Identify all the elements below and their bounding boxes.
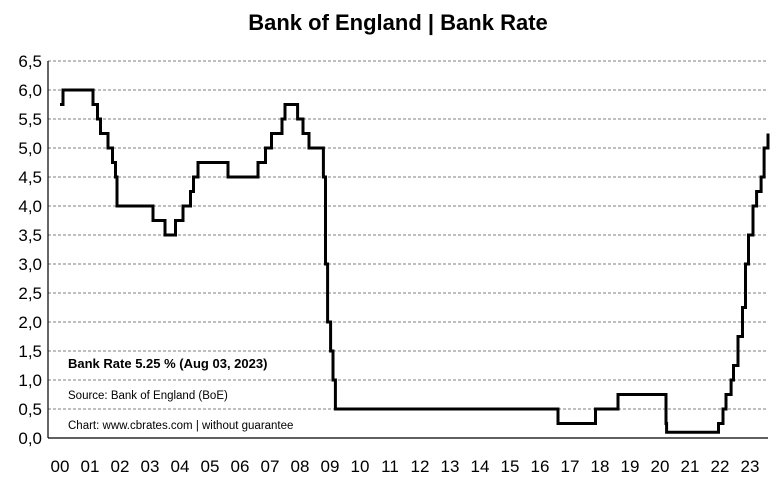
- y-tick-label: 4,0: [18, 197, 42, 216]
- x-tick-label: 17: [561, 457, 580, 476]
- x-tick-label: 23: [741, 457, 760, 476]
- x-tick-label: 19: [621, 457, 640, 476]
- x-tick-label: 09: [321, 457, 340, 476]
- bank-rate-series-line: [60, 88, 770, 434]
- y-tick-label: 1,5: [18, 342, 42, 361]
- y-tick-label: 3,0: [18, 255, 42, 274]
- x-tick-label: 01: [81, 457, 100, 476]
- y-tick-label: 6,5: [18, 52, 42, 71]
- y-tick-label: 1,0: [18, 371, 42, 390]
- y-axis-ticks: 0,0 0,5 1,0 1,5 2,0 2,5 3,0 3,5 4,0 4,5 5,0 5,5 6,0 6…: [18, 52, 42, 448]
- x-tick-label: 04: [171, 457, 190, 476]
- x-tick-label: 03: [141, 457, 160, 476]
- y-tick-label: 0,0: [18, 429, 42, 448]
- grid-lines: [48, 60, 768, 410]
- x-tick-label: 07: [261, 457, 280, 476]
- y-tick-label: 5,5: [18, 110, 42, 129]
- x-tick-label: 11: [381, 457, 399, 476]
- x-tick-label: 06: [231, 457, 250, 476]
- x-tick-label: 18: [591, 457, 610, 476]
- x-tick-label: 12: [411, 457, 430, 476]
- x-tick-label: 08: [291, 457, 310, 476]
- x-tick-label: 20: [651, 457, 670, 476]
- x-tick-label: 10: [351, 457, 370, 476]
- x-axis-ticks: 00 01 02 03 04 05 06 07 08 09 10 11 12 13 14 15 16 17 18 19…: [51, 457, 760, 476]
- x-tick-label: 00: [51, 457, 70, 476]
- x-tick-label: 14: [471, 457, 490, 476]
- source-annotation: Source: Bank of England (BoE): [68, 390, 228, 402]
- x-tick-label: 02: [111, 457, 130, 476]
- x-tick-label: 05: [201, 457, 220, 476]
- y-tick-label: 2,5: [18, 284, 42, 303]
- credit-annotation: Chart: www.cbrates.com | without guarant…: [68, 420, 293, 432]
- y-tick-label: 0,5: [18, 400, 42, 419]
- chart-title: Bank of England | Bank Rate: [248, 10, 548, 35]
- x-tick-label: 13: [441, 457, 460, 476]
- y-tick-label: 6,0: [18, 81, 42, 100]
- y-tick-label: 4,5: [18, 168, 42, 187]
- y-tick-label: 2,0: [18, 313, 42, 332]
- y-tick-label: 3,5: [18, 226, 42, 245]
- x-tick-label: 16: [531, 457, 550, 476]
- x-tick-label: 21: [681, 457, 700, 476]
- y-tick-label: 5,0: [18, 139, 42, 158]
- x-tick-label: 15: [501, 457, 520, 476]
- current-rate-annotation: Bank Rate 5.25 % (Aug 03, 2023): [68, 356, 267, 371]
- x-tick-label: 22: [711, 457, 730, 476]
